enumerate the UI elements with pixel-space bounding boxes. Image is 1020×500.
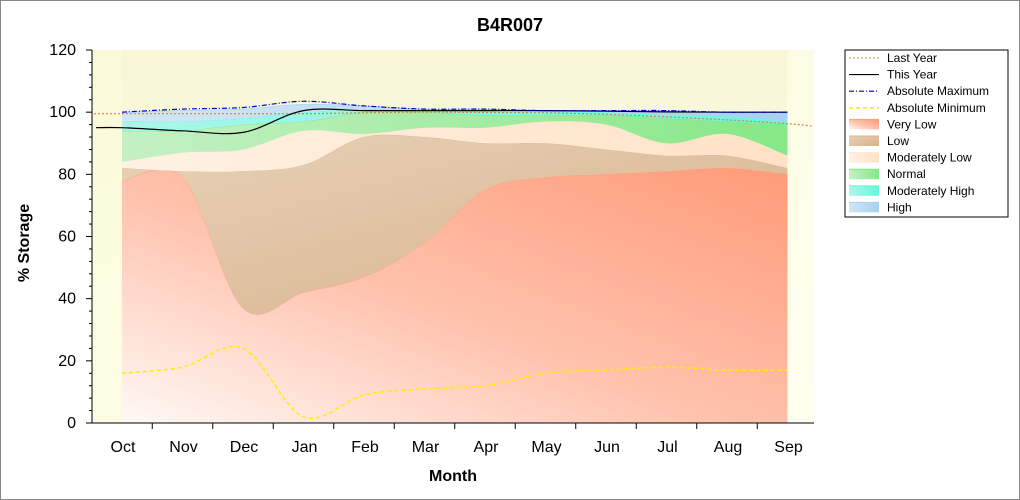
y-tick-label-80: 80 xyxy=(58,166,76,183)
legend-swatch-moderately-high xyxy=(849,185,879,196)
legend-label-very-low: Very Low xyxy=(887,117,937,131)
y-tick-label-20: 20 xyxy=(58,353,76,370)
x-tick-label-may: May xyxy=(531,439,561,456)
band-moderately-low xyxy=(122,121,788,172)
legend-swatch-moderately-low xyxy=(849,152,879,163)
x-tick-label-aug: Aug xyxy=(714,439,742,456)
series-layer xyxy=(94,100,813,420)
legend-label-absolute-minimum: Absolute Minimum xyxy=(887,101,986,115)
legend-label-absolute-maximum: Absolute Maximum xyxy=(887,84,989,98)
legend-label-low: Low xyxy=(887,134,909,148)
legend-swatch-high xyxy=(849,202,879,213)
band-low xyxy=(122,134,788,315)
x-axis-title: Month xyxy=(429,468,477,485)
x-tick-label-jan: Jan xyxy=(292,439,318,456)
y-tick-label-0: 0 xyxy=(67,415,76,432)
y-tick-label-40: 40 xyxy=(58,291,76,308)
x-tick-label-sep: Sep xyxy=(774,439,803,456)
band-normal xyxy=(122,111,788,162)
chart-title: B4R007 xyxy=(477,15,543,35)
x-tick-label-jul: Jul xyxy=(657,439,677,456)
series-absolute-maximum xyxy=(121,100,788,113)
series-last-year xyxy=(94,111,813,127)
y-tick-label-100: 100 xyxy=(49,104,76,121)
x-tick-label-oct: Oct xyxy=(111,439,136,456)
legend-swatch-low xyxy=(849,136,879,146)
x-tick-label-dec: Dec xyxy=(230,439,258,456)
x-tick-label-nov: Nov xyxy=(169,439,197,456)
legend-label-this-year: This Year xyxy=(887,68,937,82)
series-this-year xyxy=(95,108,788,135)
y-axis-title: % Storage xyxy=(16,204,33,282)
legend-label-last-year: Last Year xyxy=(887,51,937,65)
x-tick-label-mar: Mar xyxy=(412,439,440,456)
x-tick-label-feb: Feb xyxy=(351,439,379,456)
band-high xyxy=(122,104,788,122)
legend-swatch-normal xyxy=(849,169,879,180)
legend-label-high: High xyxy=(887,200,912,214)
y-axis-ticks: 0 20 40 60 80 100 120 xyxy=(49,42,92,432)
series-absolute-minimum xyxy=(121,345,788,420)
x-tick-label-apr: Apr xyxy=(474,439,500,456)
legend-label-moderately-high: Moderately High xyxy=(887,184,974,198)
legend-items: Last Year This Year Absolute Maximum Absolu… xyxy=(849,51,989,214)
x-axis-ticks: Oct Nov Dec Jan Feb Mar Apr May Jun Jul Aug Sep xyxy=(111,423,803,456)
band-very-low xyxy=(122,168,788,423)
x-tick-label-jun: Jun xyxy=(594,439,620,456)
legend: Last Year This Year Absolute Maximum Absolu… xyxy=(844,49,1009,218)
y-tick-label-60: 60 xyxy=(58,229,76,246)
legend-swatch-very-low xyxy=(849,119,879,130)
legend-label-normal: Normal xyxy=(887,167,926,181)
legend-label-moderately-low: Moderately Low xyxy=(887,151,972,165)
y-tick-label-120: 120 xyxy=(49,42,76,59)
